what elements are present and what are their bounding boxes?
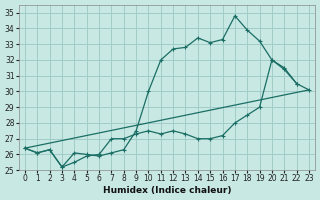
X-axis label: Humidex (Indice chaleur): Humidex (Indice chaleur) [103, 186, 231, 195]
